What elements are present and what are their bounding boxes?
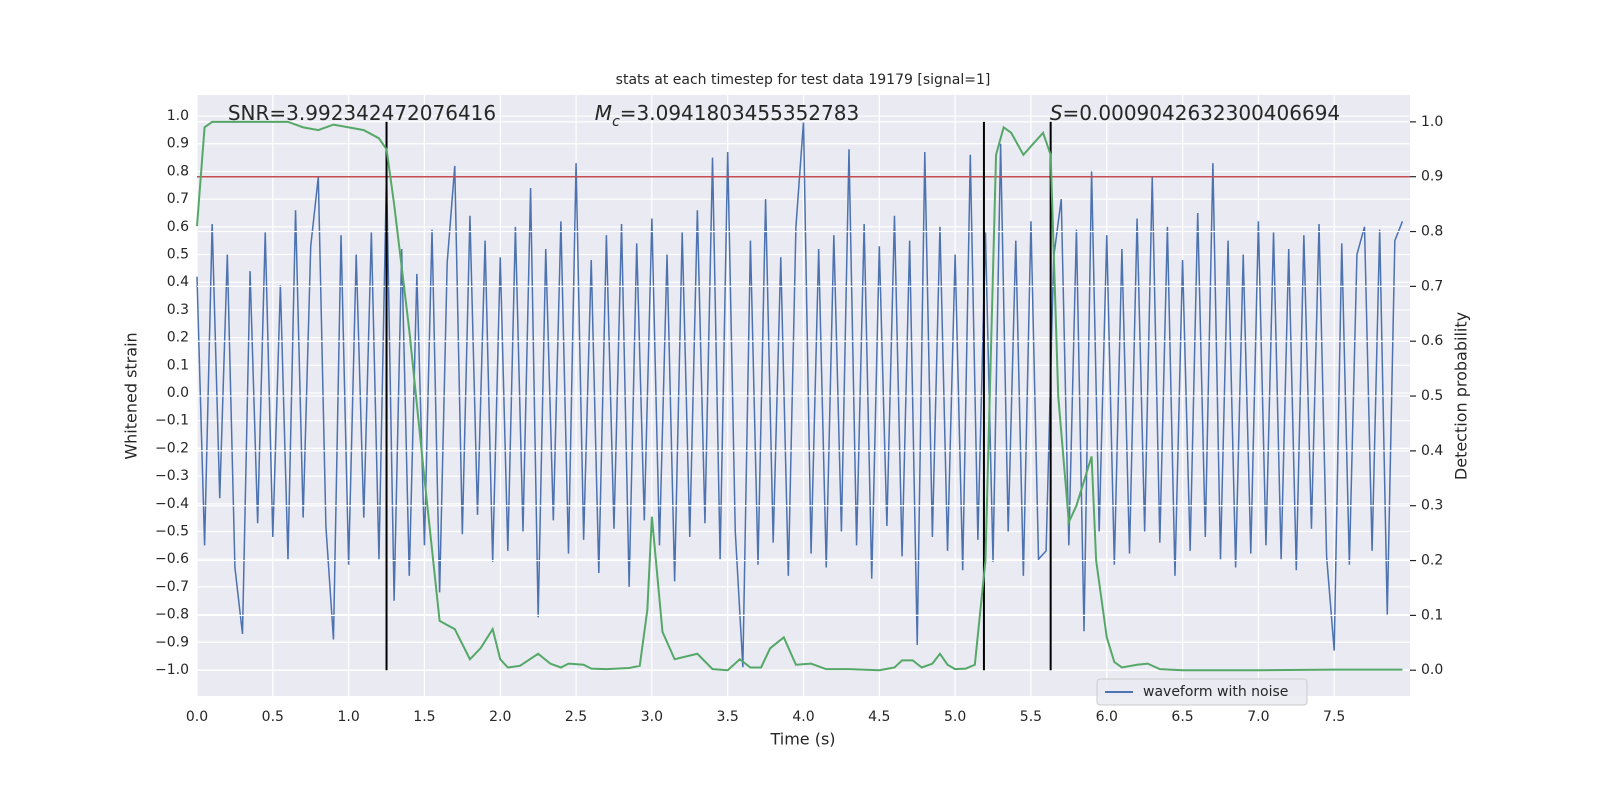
y-tick-label: 0.4 <box>167 274 189 290</box>
x-axis-label: Time (s) <box>769 730 835 749</box>
x-tick-label: 6.5 <box>1171 709 1193 725</box>
y2-tick-label: 0.0 <box>1421 662 1443 678</box>
x-tick-label: 5.0 <box>944 709 966 725</box>
x-tick-label: 0.5 <box>262 709 284 725</box>
x-tick-label: 3.0 <box>641 709 663 725</box>
x-tick-label: 1.0 <box>337 709 359 725</box>
y-tick-label: −0.4 <box>155 496 189 512</box>
legend-box <box>1096 678 1308 706</box>
series-line <box>196 121 1404 668</box>
y2-tick-label: 0.9 <box>1421 169 1443 185</box>
y-tick-label: 0.9 <box>167 136 189 152</box>
y-axis-label: Whitened strain <box>122 332 141 459</box>
y2-tick-label: 0.6 <box>1421 333 1443 349</box>
y-tick-label: −0.5 <box>155 523 189 539</box>
y-tick-label: 0.6 <box>167 219 189 235</box>
y-tick-label: 0.0 <box>167 385 189 401</box>
x-tick-label: 2.5 <box>565 709 587 725</box>
y2-tick-label: 0.7 <box>1421 278 1443 294</box>
y-tick-label: −0.1 <box>155 413 189 429</box>
annotation-part: =0.0009042632300406694 <box>1063 101 1341 125</box>
y-tick-label: −0.9 <box>155 634 189 650</box>
y-tick-label: −0.6 <box>155 551 189 567</box>
y-tick-label: 0.1 <box>167 357 189 373</box>
y-tick-label: 0.3 <box>167 302 189 318</box>
y2-axis-label: Detection probability <box>1452 312 1471 480</box>
annotation-part: S <box>1050 101 1063 125</box>
annotation-part: M <box>595 101 612 125</box>
y2-tick-label: 1.0 <box>1421 114 1443 130</box>
x-tick-label: 0.0 <box>186 709 208 725</box>
chart-title: stats at each timestep for test data 191… <box>616 72 991 88</box>
y2-tick-label: 0.5 <box>1421 388 1443 404</box>
annotation: SNR=3.992342472076416 <box>228 101 496 125</box>
y-tick-label: −0.2 <box>155 440 189 456</box>
y2-tick-label: 0.2 <box>1421 553 1443 569</box>
y-tick-label: −0.7 <box>155 579 189 595</box>
x-tick-label: 2.0 <box>489 709 511 725</box>
annotation: Mc=3.0941803455352783 <box>595 101 859 131</box>
x-tick-label: 3.5 <box>717 709 739 725</box>
y-tick-label: −1.0 <box>155 662 189 678</box>
annotation-part: c <box>612 114 620 130</box>
annotation-part: =3.0941803455352783 <box>620 101 859 125</box>
y2-tick-label: 0.4 <box>1421 443 1443 459</box>
y-tick-label: −0.3 <box>155 468 189 484</box>
y2-tick-label: 0.1 <box>1421 607 1443 623</box>
y-tick-label: 0.2 <box>167 330 189 346</box>
x-tick-label: 7.5 <box>1323 709 1345 725</box>
x-tick-label: 5.5 <box>1020 709 1042 725</box>
x-tick-label: 4.0 <box>792 709 814 725</box>
y-tick-label: −0.8 <box>155 607 189 623</box>
annotation-part: SNR=3.992342472076416 <box>228 101 496 125</box>
series-line <box>196 120 1403 672</box>
y-tick-label: 0.5 <box>167 247 189 263</box>
x-tick-label: 6.0 <box>1096 709 1118 725</box>
y-tick-label: 1.0 <box>167 108 189 124</box>
annotation: S=0.0009042632300406694 <box>1050 101 1340 125</box>
y-tick-label: 0.7 <box>167 191 189 207</box>
x-tick-label: 4.5 <box>868 709 890 725</box>
x-tick-label: 7.0 <box>1247 709 1269 725</box>
legend-label: waveform with noise <box>1143 684 1288 700</box>
y-tick-label: 0.8 <box>167 163 189 179</box>
x-tick-label: 1.5 <box>413 709 435 725</box>
y2-tick-label: 0.3 <box>1421 498 1443 514</box>
y2-tick-label: 0.8 <box>1421 224 1443 240</box>
